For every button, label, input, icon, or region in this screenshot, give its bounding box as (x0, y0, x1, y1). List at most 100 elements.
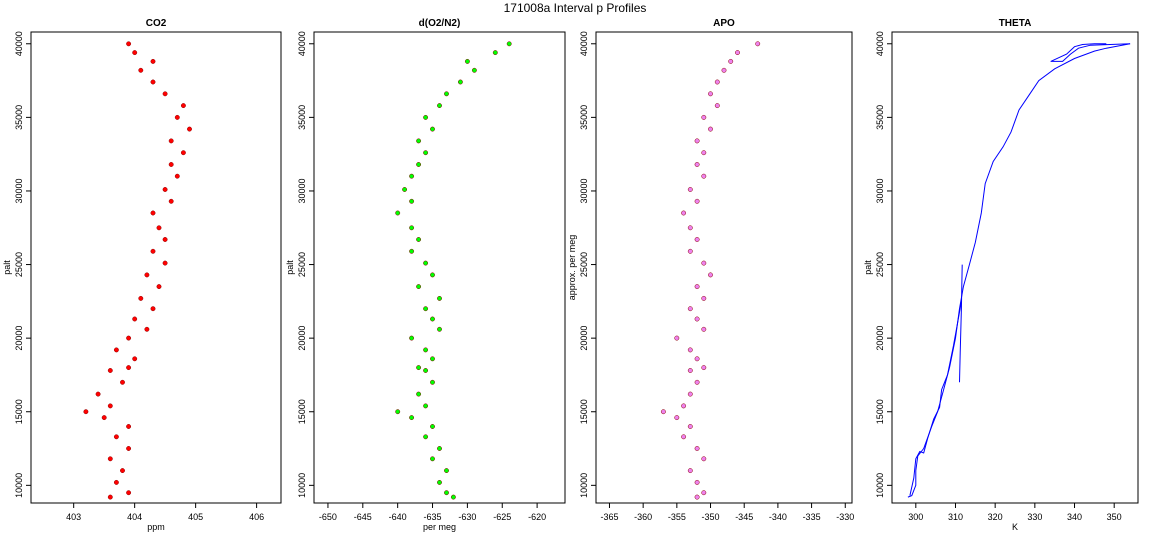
data-point (423, 403, 429, 409)
x-tick-label: 350 (1107, 512, 1122, 522)
data-point (423, 434, 429, 440)
x-tick-label: -350 (702, 512, 720, 522)
data-point (409, 198, 415, 204)
data-point (162, 91, 168, 97)
data-point (162, 260, 168, 266)
panels: CO2 403 404 405 406 10000 15000 20000 25000 30000… (2, 18, 1139, 532)
data-point (755, 41, 761, 47)
data-point (144, 272, 150, 278)
data-point (162, 187, 168, 192)
y-tick-label: 40000 (579, 31, 589, 56)
data-point (430, 316, 435, 322)
y-tick-label: 30000 (297, 178, 307, 203)
data-point (416, 237, 422, 242)
data-point (444, 468, 449, 474)
data-point (714, 103, 720, 109)
y-axis-label: palt (285, 260, 295, 275)
y-tick-label: 25000 (14, 252, 24, 277)
data-point (687, 248, 693, 254)
data-point (168, 162, 174, 167)
plot-frame (891, 31, 1139, 504)
y-tick-label: 40000 (14, 31, 24, 56)
data-point (660, 409, 666, 415)
x-tick-label: 406 (249, 512, 264, 522)
data-point (113, 347, 119, 353)
data-point (83, 409, 89, 415)
data-point (126, 490, 132, 496)
data-point (708, 126, 713, 132)
y-tick-label: 10000 (875, 473, 885, 498)
data-point (120, 379, 125, 385)
data-point (437, 326, 442, 332)
data-point (430, 379, 435, 385)
y-axis-label: palt (863, 260, 873, 275)
data-point (416, 391, 422, 397)
data-point (132, 356, 138, 362)
data-point (402, 187, 408, 192)
y-tick-label: 40000 (875, 31, 885, 56)
data-point (471, 67, 477, 73)
data-point (180, 150, 186, 156)
data-point (701, 456, 707, 462)
data-point (444, 91, 449, 97)
y-tick-label: 15000 (14, 399, 24, 424)
data-point (430, 424, 435, 429)
data-point (437, 446, 442, 451)
x-tick-label: -630 (458, 512, 476, 522)
data-point (681, 403, 687, 409)
data-point (423, 150, 429, 156)
data-point (694, 138, 700, 144)
data-point (138, 67, 144, 73)
x-tick-label: -645 (354, 512, 372, 522)
figure-title: 171008a Interval p Profiles (504, 1, 647, 15)
data-point (150, 210, 156, 216)
data-point (701, 114, 707, 120)
data-point (126, 365, 132, 371)
data-point (150, 79, 156, 85)
y-tick-label: 20000 (14, 326, 24, 351)
data-point (423, 347, 429, 353)
panel-title: APO (713, 18, 735, 29)
data-point (450, 494, 456, 500)
data-point (416, 138, 422, 144)
data-point (423, 114, 429, 120)
data-point (492, 50, 498, 56)
x-tick-label: 405 (188, 512, 203, 522)
data-point (423, 306, 429, 312)
data-point (674, 415, 680, 421)
data-point (735, 50, 740, 56)
data-point (156, 284, 162, 290)
data-point (674, 335, 680, 341)
data-point (694, 379, 700, 385)
data-point (694, 494, 700, 500)
y-tick-label: 20000 (297, 326, 307, 351)
data-point (150, 58, 156, 64)
data-point (687, 468, 693, 474)
data-point (95, 391, 101, 397)
y-tick-label: 15000 (875, 399, 885, 424)
data-point (126, 41, 132, 47)
x-tick-label: 300 (908, 512, 923, 522)
data-point (180, 103, 186, 109)
data-point (168, 138, 174, 144)
data-point (714, 79, 720, 85)
data-point (126, 424, 132, 429)
x-axis-label: per meg (423, 522, 456, 532)
y-tick-label: 35000 (297, 105, 307, 130)
data-point (444, 490, 449, 496)
x-tick-label: -620 (528, 512, 546, 522)
series-line-4 (959, 264, 963, 383)
data-point (506, 41, 512, 47)
y-tick-label: 25000 (297, 252, 307, 277)
data-point (430, 126, 435, 132)
panel-title: CO2 (146, 18, 167, 29)
series-line-2 (1050, 43, 1131, 62)
data-point (437, 103, 442, 109)
data-point (687, 306, 693, 312)
series-line-3 (909, 301, 962, 496)
x-axis-label: ppm (147, 522, 165, 532)
y-tick-label: 35000 (579, 105, 589, 130)
y-tick-label: 15000 (579, 399, 589, 424)
data-point (694, 284, 700, 290)
panel-title: d(O2/N2) (419, 18, 461, 29)
